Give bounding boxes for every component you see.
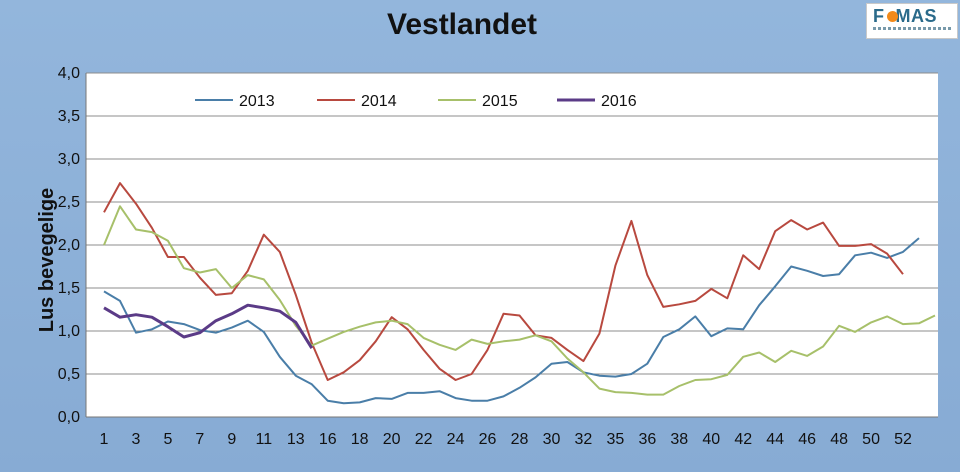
x-tick-label: 40 [702,431,720,448]
y-tick-label: 0,0 [58,409,80,426]
x-tick-label: 35 [606,431,624,448]
y-tick-label: 3,0 [58,151,80,168]
x-tick-label: 48 [830,431,848,448]
x-tick-label: 50 [862,431,880,448]
x-tick-label: 16 [319,431,337,448]
gridlines [85,72,938,418]
x-tick-label: 5 [163,431,172,448]
y-axis-label: Lus bevegelige [36,188,58,333]
x-tick-label: 3 [132,431,141,448]
y-tick-label: 2,0 [58,237,80,254]
x-tick-label: 32 [575,431,593,448]
logo-tagline [873,27,953,30]
x-tick-label: 42 [734,431,752,448]
x-tick-label: 52 [894,431,912,448]
x-tick-label: 7 [195,431,204,448]
x-tick-label: 30 [543,431,561,448]
chart-title: Vestlandet [386,8,538,41]
x-tick-label: 11 [256,431,273,448]
x-tick-label: 46 [798,431,816,448]
y-tick-label: 3,5 [58,108,80,125]
x-tick-label: 18 [351,431,369,448]
x-tick-label: 24 [447,431,465,448]
series-line-2013 [103,237,920,405]
x-tick-label: 36 [638,431,656,448]
y-tick-label: 0,5 [58,366,80,383]
y-tick-label: 1,0 [58,323,80,340]
y-tick-label: 2,5 [58,194,80,211]
x-tick-label: 38 [670,431,688,448]
x-tick-label: 26 [479,431,497,448]
series-lines [103,182,936,405]
y-tick-label: 4,0 [58,65,80,82]
legend-label-2016: 2016 [601,93,637,110]
series-line-2015 [103,205,936,396]
x-tick-label: 20 [383,431,401,448]
x-tick-label: 1 [100,431,109,448]
x-tick-label: 13 [287,431,305,448]
series-line-2016 [103,303,314,349]
fomas-logo: F MAS [866,3,958,39]
legend: 2013 2014 2015 2016 [195,93,637,110]
legend-label-2013: 2013 [239,93,275,110]
legend-label-2015: 2015 [482,93,518,110]
legend-label-2014: 2014 [361,93,397,110]
x-tick-label: 44 [766,431,784,448]
y-tick-label: 1,5 [58,280,80,297]
x-tick-label: 28 [511,431,529,448]
x-tick-label: 22 [415,431,433,448]
y-axis-ticks: 0,0 0,5 1,0 1,5 2,0 2,5 3,0 3,5 4,0 [58,65,80,426]
x-axis-ticks: 1 3 5 7 9 11 13 16 18 20 22 24 26 28 30 32 35 36 38 40 42 44 4… [100,431,912,448]
series-line-2014 [103,182,904,381]
x-tick-label: 9 [227,431,236,448]
logo-dot-icon [887,11,898,22]
